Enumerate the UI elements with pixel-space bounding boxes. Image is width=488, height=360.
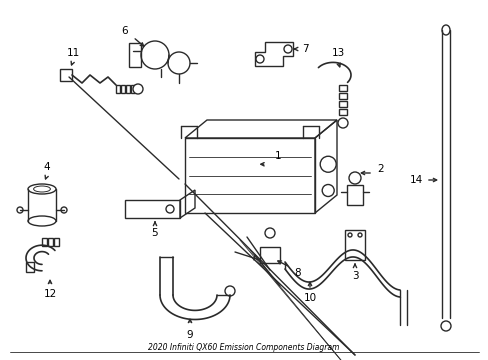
Text: 9: 9 <box>186 330 193 340</box>
Circle shape <box>141 41 169 69</box>
Text: 2: 2 <box>377 164 384 174</box>
Circle shape <box>337 118 347 128</box>
Text: 13: 13 <box>331 48 344 58</box>
Text: 4: 4 <box>43 162 50 172</box>
Circle shape <box>165 205 174 213</box>
Text: 11: 11 <box>66 48 80 58</box>
Circle shape <box>264 228 274 238</box>
Ellipse shape <box>28 184 56 194</box>
Circle shape <box>133 84 142 94</box>
Circle shape <box>284 45 291 53</box>
Text: 7: 7 <box>301 44 307 54</box>
Circle shape <box>224 286 235 296</box>
Text: 14: 14 <box>408 175 422 185</box>
Text: 3: 3 <box>351 271 358 281</box>
Text: 6: 6 <box>122 26 128 36</box>
Circle shape <box>322 184 333 197</box>
Text: 1: 1 <box>275 151 281 161</box>
Text: 2020 Infiniti QX60 Emission Components Diagram: 2020 Infiniti QX60 Emission Components D… <box>148 343 339 352</box>
Text: 8: 8 <box>294 268 301 278</box>
Circle shape <box>320 156 336 172</box>
Circle shape <box>348 172 360 184</box>
Ellipse shape <box>441 25 449 35</box>
Text: 5: 5 <box>151 228 158 238</box>
Text: 12: 12 <box>43 289 57 299</box>
Text: 10: 10 <box>303 293 316 303</box>
Circle shape <box>440 321 450 331</box>
Circle shape <box>168 52 190 74</box>
Circle shape <box>256 55 264 63</box>
